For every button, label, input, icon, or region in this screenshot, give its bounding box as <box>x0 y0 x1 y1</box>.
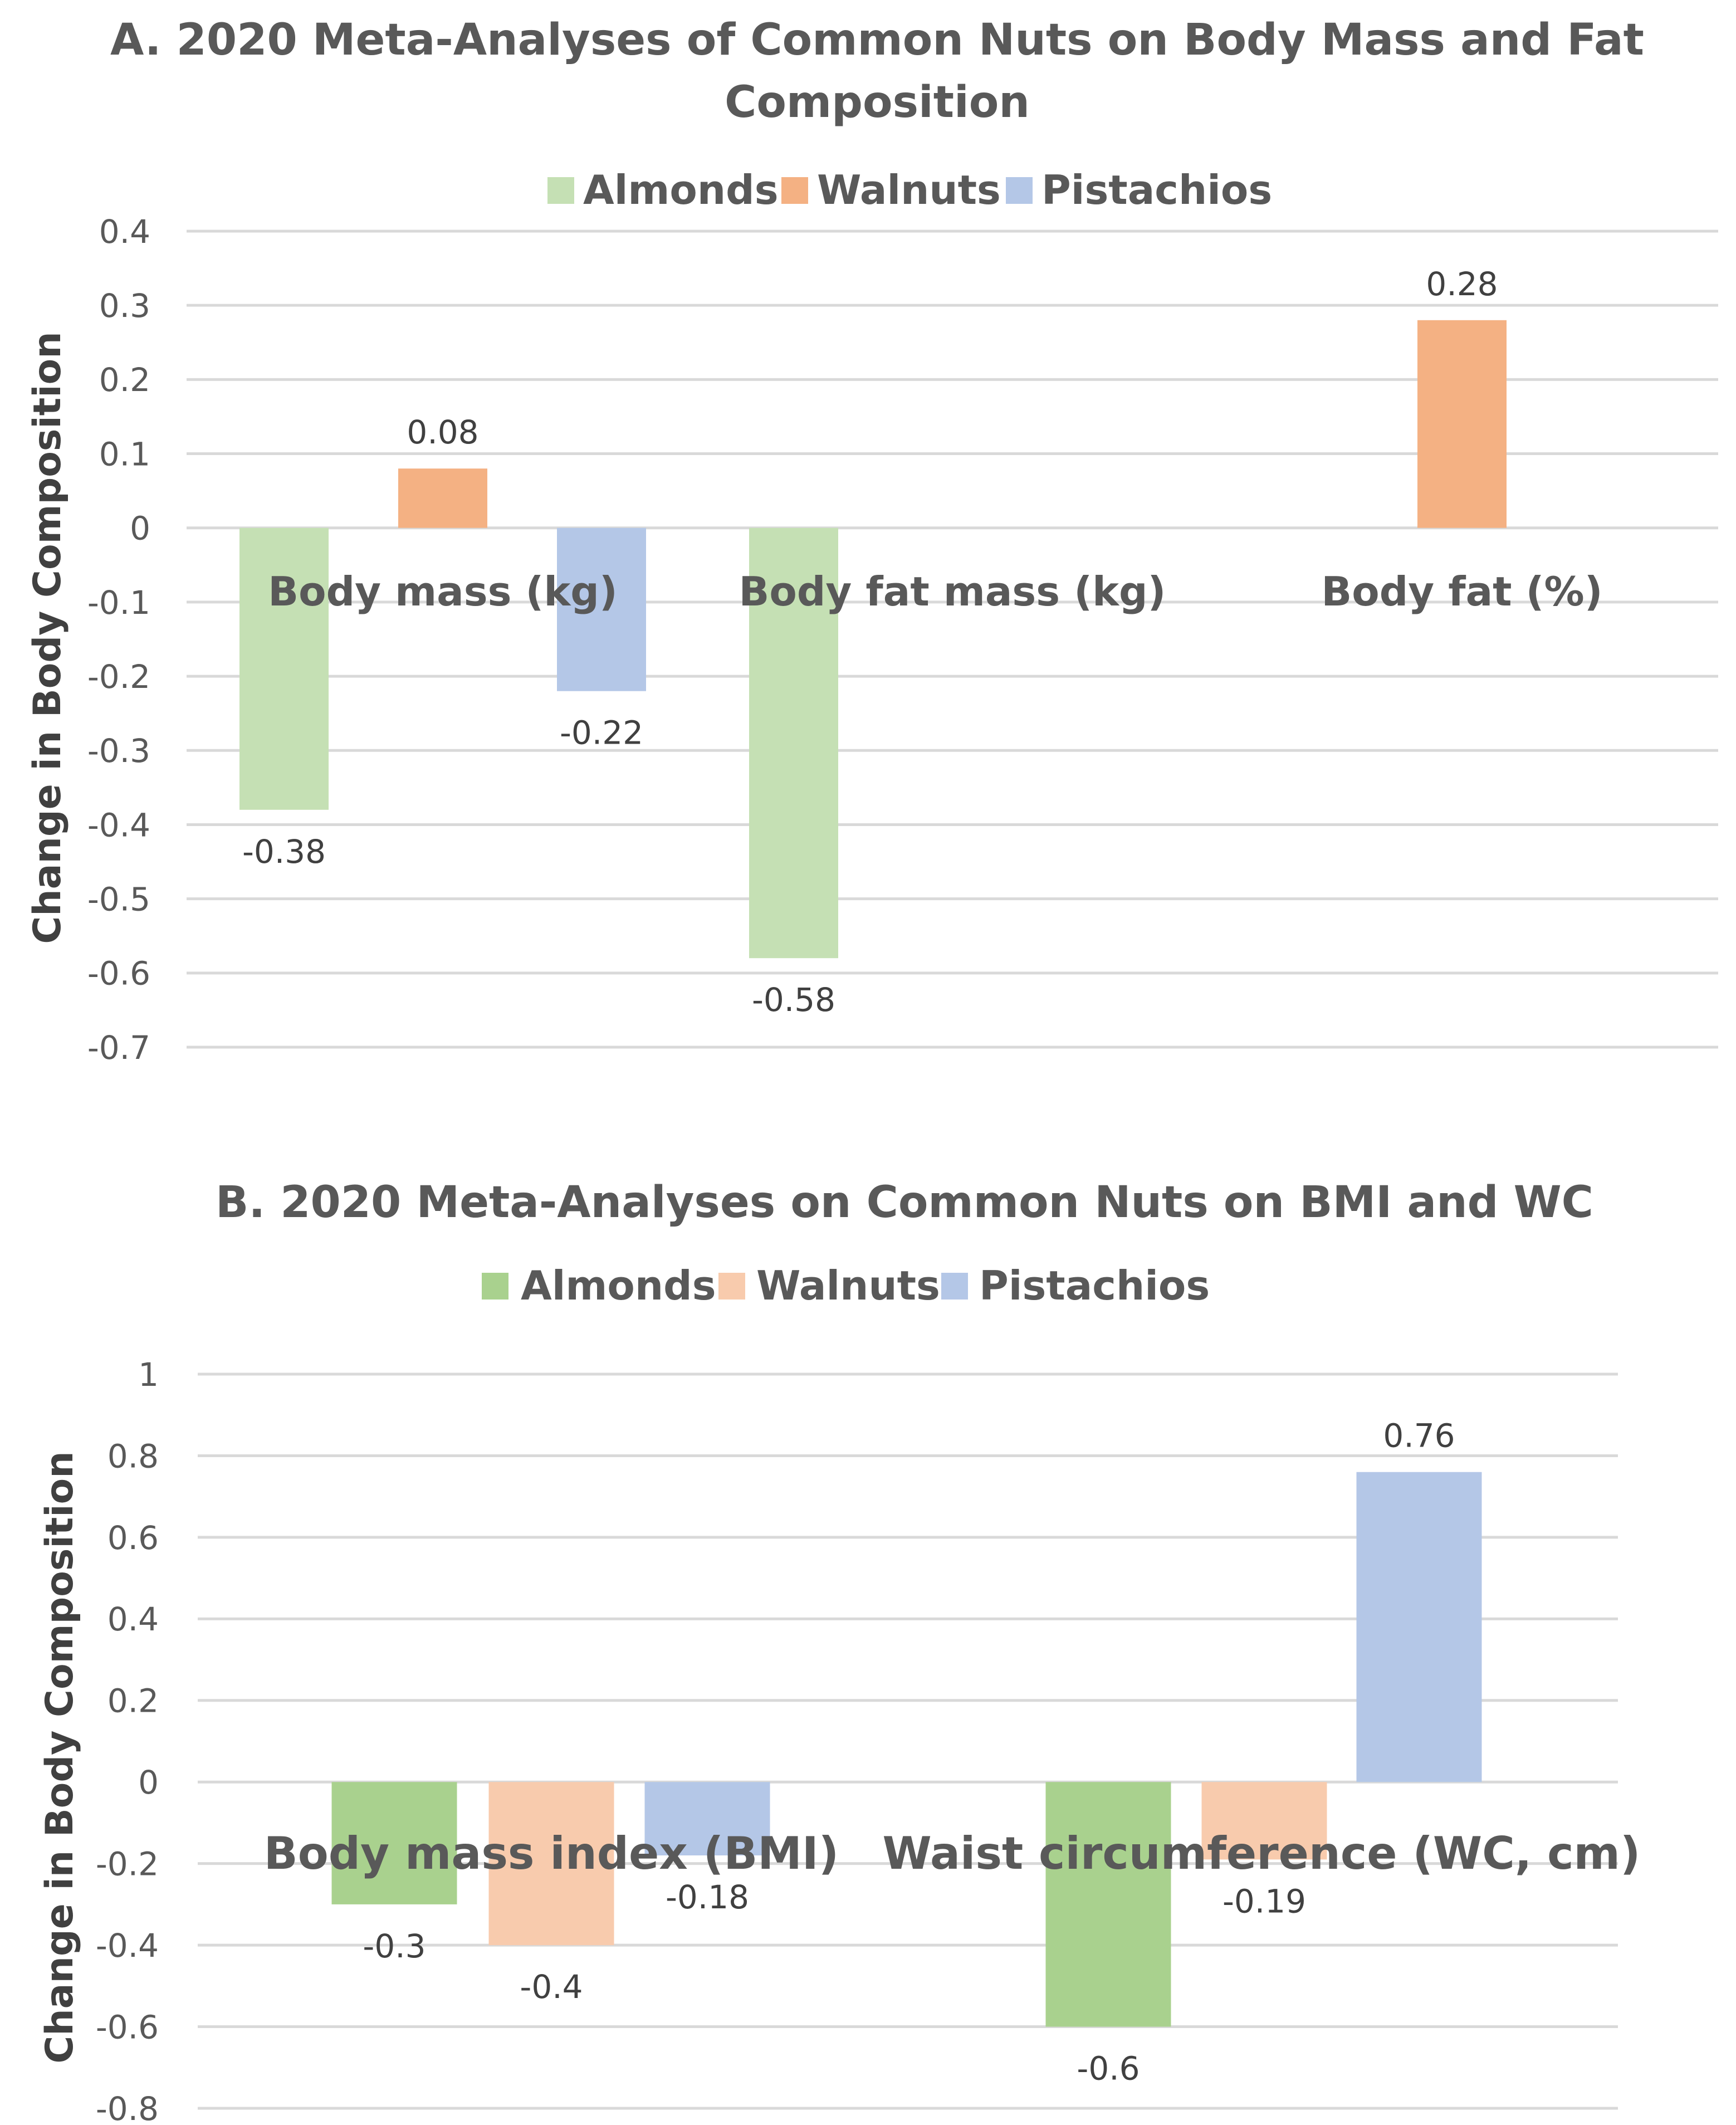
chart-a-title-line-2: Composition <box>725 77 1030 128</box>
chart-b: B. 2020 Meta-Analyses on Common Nuts on … <box>38 1178 1640 2125</box>
chart-a-bars <box>239 320 1507 959</box>
chart-b-data-labels: -0.3 -0.6 -0.4 -0.19 -0.18 0.76 <box>363 1417 1455 2088</box>
chart-a-data-label-walnuts-body-fat: 0.28 <box>1426 265 1498 303</box>
chart-b-data-label-almonds-waist-circumference-wc-cm: -0.6 <box>1077 2050 1140 2088</box>
legend-b-swatch-almonds <box>482 1273 508 1300</box>
chart-b-legend: Almonds Walnuts Pistachios <box>482 1262 1210 1309</box>
chart-a-y-tick-label: 0.4 <box>99 213 150 251</box>
legend-b-label-almonds: Almonds <box>521 1262 716 1309</box>
chart-a-y-tick-label: -0.6 <box>87 955 150 993</box>
chart-b-y-tick-label: 0.8 <box>107 1437 159 1475</box>
legend-a-label-pistachios: Pistachios <box>1041 167 1272 213</box>
chart-b-category-bmi: Body mass index (BMI) <box>264 1828 839 1879</box>
chart-a-category-body-fat-percent: Body fat (%) <box>1321 568 1602 615</box>
legend-b-swatch-walnuts <box>718 1273 745 1300</box>
chart-b-title: B. 2020 Meta-Analyses on Common Nuts on … <box>216 1178 1593 1228</box>
chart-b-data-label-almonds-body-mass-index-bmi: -0.3 <box>363 1927 426 1965</box>
chart-a-legend: Almonds Walnuts Pistachios <box>547 167 1272 213</box>
chart-b-bar-almonds-waist-circumference-wc-cm <box>1045 1782 1171 2027</box>
legend-a-swatch-almonds <box>547 177 574 204</box>
chart-a-category-body-fat-mass: Body fat mass (kg) <box>739 568 1166 615</box>
chart-b-y-tick-label: 0.4 <box>107 1600 159 1638</box>
chart-b-y-tick-label: 0 <box>138 1763 159 1801</box>
chart-a-y-tick-label: 0.3 <box>99 287 150 325</box>
chart-a-data-labels: -0.38 -0.58 0.08 0.28 -0.22 <box>242 265 1498 1019</box>
legend-b-label-walnuts: Walnuts <box>756 1262 940 1309</box>
legend-a-swatch-pistachios <box>1006 177 1033 204</box>
chart-a-y-tick-label: -0.1 <box>87 584 150 622</box>
chart-b-y-tick-label: -0.4 <box>96 1927 159 1965</box>
chart-a: A. 2020 Meta-Analyses of Common Nuts on … <box>26 15 1718 1067</box>
chart-a-y-tick-label: 0 <box>130 510 150 548</box>
chart-a-bar-almonds-body-fat-mass-kg <box>749 527 838 959</box>
chart-a-bar-pistachios-body-mass-kg <box>557 527 646 691</box>
chart-a-y-axis-title: Change in Body Composition <box>26 331 70 944</box>
chart-b-bars <box>331 1472 1482 2027</box>
chart-b-bar-almonds-body-mass-index-bmi <box>331 1782 457 1904</box>
chart-a-y-tick-label: -0.7 <box>87 1029 150 1067</box>
legend-a-swatch-walnuts <box>781 177 808 204</box>
chart-b-y-tick-label: -0.6 <box>96 2008 159 2046</box>
chart-a-y-tick-label: -0.4 <box>87 806 150 844</box>
chart-a-y-tick-label: 0.2 <box>99 361 150 399</box>
legend-a-label-almonds: Almonds <box>583 167 779 213</box>
chart-b-data-label-walnuts-waist-circumference-wc-cm: -0.19 <box>1222 1882 1306 1920</box>
chart-a-gridlines <box>187 229 1718 1049</box>
chart-b-bar-pistachios-body-mass-index-bmi <box>644 1782 770 1856</box>
chart-a-y-tick-label: 0.1 <box>99 435 150 473</box>
chart-b-y-tick-label: 1 <box>138 1356 159 1394</box>
chart-a-data-label-almonds-body-fat-mass-kg: -0.58 <box>752 981 835 1019</box>
chart-b-y-tick-label: 0.6 <box>107 1519 159 1557</box>
chart-b-y-tick-label: -0.2 <box>96 1845 159 1883</box>
legend-b-swatch-pistachios <box>941 1273 968 1300</box>
chart-a-data-label-walnuts-body-mass-kg: 0.08 <box>407 413 478 451</box>
legend-a-label-walnuts: Walnuts <box>817 167 1001 213</box>
chart-b-bar-walnuts-body-mass-index-bmi <box>488 1782 614 1946</box>
chart-b-data-label-pistachios-body-mass-index-bmi: -0.18 <box>666 1878 749 1916</box>
chart-b-y-tick-label: 0.2 <box>107 1682 159 1720</box>
chart-b-y-ticks: 1 0.8 0.6 0.4 0.2 0 -0.2 -0.4 -0.6 -0.8 <box>96 1356 159 2125</box>
chart-b-y-tick-label: -0.8 <box>96 2090 159 2125</box>
chart-b-bar-walnuts-waist-circumference-wc-cm <box>1201 1782 1327 1860</box>
chart-b-y-axis-title: Change in Body Composition <box>38 1451 82 2063</box>
chart-b-bar-pistachios-waist-circumference-wc-cm <box>1356 1472 1482 1782</box>
chart-a-category-body-mass: Body mass (kg) <box>268 568 618 615</box>
chart-a-bar-walnuts-body-fat <box>1417 320 1507 528</box>
chart-a-bar-walnuts-body-mass-kg <box>398 468 487 528</box>
chart-b-category-waist: Waist circumference (WC, cm) <box>883 1828 1641 1879</box>
chart-a-y-tick-label: -0.3 <box>87 732 150 770</box>
chart-a-title-line-1: A. 2020 Meta-Analyses of Common Nuts on … <box>110 15 1644 65</box>
chart-a-y-tick-label: -0.5 <box>87 881 150 919</box>
legend-b-label-pistachios: Pistachios <box>979 1262 1210 1309</box>
chart-a-data-label-pistachios-body-mass-kg: -0.22 <box>560 714 643 752</box>
chart-a-y-tick-label: -0.2 <box>87 658 150 696</box>
chart-a-data-label-almonds-body-mass-kg: -0.38 <box>242 833 326 871</box>
chart-a-y-ticks: 0.4 0.3 0.2 0.1 0 -0.1 -0.2 -0.3 -0.4 -0.5 -0.6 -0.… <box>87 213 150 1067</box>
chart-b-data-label-walnuts-body-mass-index-bmi: -0.4 <box>520 1968 583 2006</box>
chart-b-data-label-pistachios-waist-circumference-wc-cm: 0.76 <box>1383 1417 1455 1455</box>
chart-a-bar-almonds-body-mass-kg <box>239 527 329 810</box>
